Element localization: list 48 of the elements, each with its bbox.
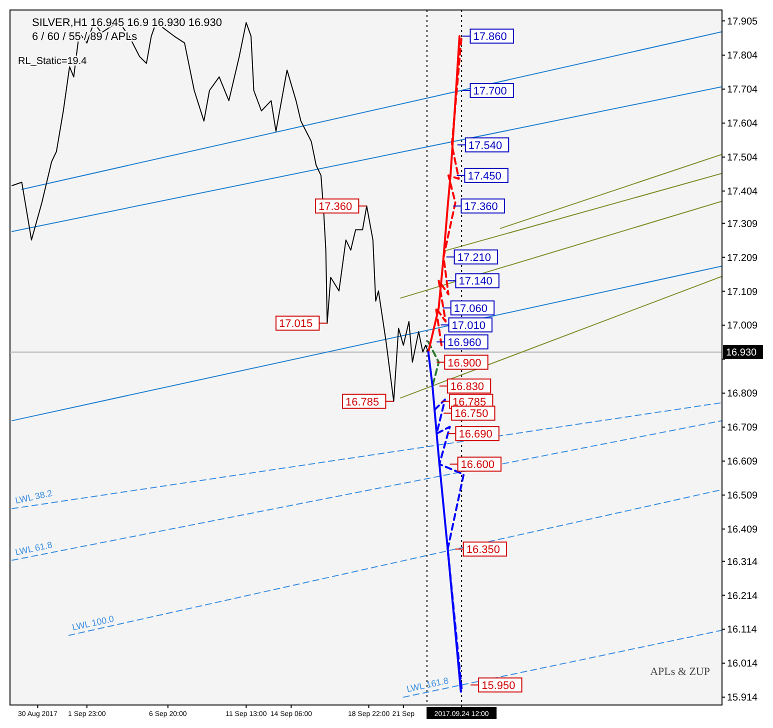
annotation: 17.540 — [468, 140, 502, 152]
y-tick-label: 17.905 — [727, 16, 758, 28]
text: SILVER,H1 16.945 16.9 16.930 16.930 — [32, 17, 222, 29]
y-tick-label: 16.214 — [727, 590, 758, 602]
y-tick-label: 16.014 — [727, 658, 758, 670]
annotation: 16.785 — [346, 396, 380, 408]
annotation: 17.210 — [457, 252, 491, 264]
annotation: 17.060 — [454, 302, 488, 315]
annotation: 16.600 — [460, 459, 494, 472]
ref-line-label: 16.930 — [726, 348, 758, 359]
y-tick-label: 16.609 — [727, 456, 758, 468]
annotation: 17.015 — [279, 318, 313, 330]
annotation: 16.830 — [450, 381, 484, 394]
y-tick-label: 17.109 — [727, 286, 758, 298]
annotation: 17.360 — [464, 201, 498, 213]
y-tick-label: 17.604 — [727, 118, 758, 130]
y-tick-label: 16.114 — [727, 624, 758, 636]
y-tick-label: 17.404 — [727, 186, 758, 198]
annotation: 17.010 — [452, 320, 486, 332]
y-tick-label: 17.704 — [727, 84, 758, 96]
annotation: 17.700 — [473, 86, 507, 98]
text: LWL 38.2 — [14, 488, 54, 506]
y-tick-label: 17.804 — [727, 50, 758, 62]
annotation: 16.900 — [448, 357, 482, 370]
y-tick-label: 17.209 — [727, 252, 758, 264]
annotation: 16.785 — [452, 396, 486, 408]
annotation: 16.750 — [454, 408, 488, 420]
text: LWL 161.8 — [406, 676, 450, 694]
y-tick-label: 17.309 — [727, 218, 758, 230]
annotation: 17.860 — [473, 31, 507, 44]
y-tick-label: 16.709 — [727, 422, 758, 434]
annotation: 17.140 — [458, 276, 492, 288]
y-tick-label: 16.314 — [727, 556, 758, 568]
y-tick-label: 16.509 — [727, 490, 758, 502]
annotation: 16.350 — [466, 544, 500, 556]
text: LWL 61.8 — [14, 540, 54, 558]
annotation: 17.360 — [318, 201, 352, 213]
text: LWL 100.0 — [71, 614, 115, 632]
annotation: 16.960 — [448, 336, 482, 349]
annotation: APLs & ZUP — [650, 666, 710, 678]
annotation: 16.690 — [458, 428, 492, 441]
y-tick-label: 15.914 — [727, 692, 758, 704]
y-tick-label: 17.009 — [727, 320, 758, 332]
y-tick-label: 16.409 — [727, 524, 758, 536]
y-tick-label: 16.809 — [727, 388, 758, 400]
annotation: 17.450 — [468, 170, 502, 182]
y-tick-label: 17.504 — [727, 152, 758, 164]
annotation: 15.950 — [482, 680, 516, 692]
